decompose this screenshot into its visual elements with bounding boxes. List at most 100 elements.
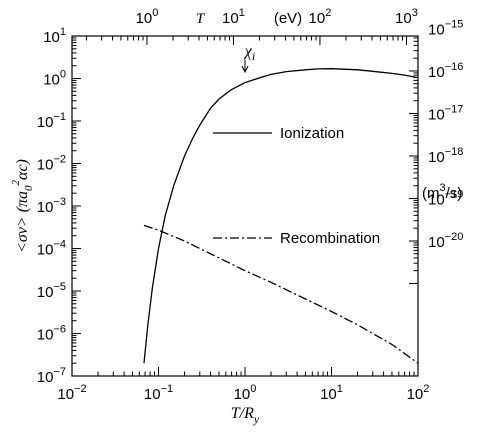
x-tick-label-exponent: −2	[74, 383, 87, 395]
right-tick-label-base: 10	[428, 106, 445, 123]
y-axis-label: <σv> (πa02αc)	[10, 159, 35, 253]
x-tick-label: 102	[407, 383, 430, 403]
top-tick-label-base: 10	[395, 10, 412, 27]
top-tick-label: 100	[136, 7, 159, 27]
series-line-recombination	[143, 224, 419, 364]
top-tick-label: 103	[395, 7, 418, 27]
top-axis-label: T	[196, 11, 206, 27]
right-tick-label-exponent: −16	[445, 61, 464, 73]
x-tick-label-exponent: 0	[250, 383, 256, 395]
x-tick-label-exponent: 1	[337, 383, 343, 395]
y-tick-label: 10−7	[37, 366, 66, 386]
y-tick-label-base: 10	[43, 29, 60, 46]
y-axis-label-tail: αc)	[14, 159, 31, 180]
x-axis-label-main: T/R	[231, 405, 254, 422]
y-tick-label-exponent: −2	[53, 154, 66, 166]
right-axis-unit-base: (m	[422, 185, 440, 202]
top-tick-label: 102	[309, 7, 332, 27]
y-axis-label-superscript: 2	[10, 179, 22, 185]
series-line-ionization	[143, 68, 419, 364]
x-axis-label: T/Ry	[231, 405, 260, 426]
right-tick-label: 10−19	[428, 188, 463, 208]
right-axis-unit-tail: /s)	[446, 185, 463, 202]
top-tick-label: 101	[222, 7, 245, 27]
right-tick-label-base: 10	[428, 149, 445, 166]
right-tick-label-base: 10	[428, 21, 445, 38]
y-tick-label-base: 10	[37, 327, 54, 344]
plot-frame	[71, 35, 419, 377]
ticks-group	[71, 36, 419, 377]
top-tick-label-exponent: 3	[412, 7, 418, 19]
right-tick-label-exponent: −18	[445, 146, 464, 158]
y-tick-label: 10−5	[37, 281, 66, 301]
top-tick-label-base: 10	[222, 10, 239, 27]
y-tick-label-exponent: 0	[60, 69, 66, 81]
y-tick-label-base: 10	[37, 157, 54, 174]
right-tick-label-base: 10	[428, 234, 445, 251]
right-axis-unit: (m3/s)	[422, 182, 462, 202]
top-tick-label-base: 10	[136, 10, 153, 27]
x-tick-label: 100	[234, 383, 257, 403]
right-tick-label-exponent: −19	[445, 188, 464, 200]
x-tick-label-base: 10	[57, 386, 74, 403]
top-axis-unit: (eV)	[274, 10, 302, 27]
y-tick-label-base: 10	[37, 114, 54, 131]
right-tick-label: 10−15	[428, 18, 463, 38]
x-axis-label-subscript: y	[253, 412, 260, 426]
y-tick-label-exponent: −3	[53, 196, 66, 208]
top-tick-label-exponent: 2	[325, 7, 331, 19]
y-tick-label: 10−4	[37, 239, 66, 259]
y-tick-label-exponent: 1	[60, 26, 66, 38]
x-tick-label: 101	[320, 383, 343, 403]
y-tick-label-exponent: −4	[53, 239, 66, 251]
y-tick-label: 10−3	[37, 196, 66, 216]
chi-i-annotation-subscript: i	[252, 49, 255, 63]
right-tick-label-base: 10	[428, 64, 445, 81]
top-tick-label-exponent: 1	[239, 7, 245, 19]
legend-label-recombination: Recombination	[280, 230, 380, 247]
y-axis-label-subscript: 0	[23, 185, 35, 191]
y-tick-label-exponent: −7	[53, 366, 66, 378]
y-tick-label: 100	[43, 69, 66, 89]
chi-i-annotation-main: χ	[243, 43, 253, 60]
top-tick-label-base: 10	[309, 10, 326, 27]
top-tick-label-exponent: 0	[152, 7, 158, 19]
y-tick-label: 10−6	[37, 324, 66, 344]
chi-i-arrow-head	[241, 65, 249, 74]
right-tick-label-base: 10	[428, 191, 445, 208]
plot-frame-group	[71, 35, 419, 377]
right-tick-label: 10−17	[428, 103, 463, 123]
right-tick-label-exponent: −20	[445, 231, 464, 243]
x-tick-label-base: 10	[320, 386, 337, 403]
y-tick-label-exponent: −5	[53, 281, 66, 293]
x-tick-label-exponent: 2	[423, 383, 429, 395]
right-tick-label: 10−16	[428, 61, 463, 81]
y-tick-label-base: 10	[37, 284, 54, 301]
y-tick-label-exponent: −6	[53, 324, 66, 336]
series-group	[143, 68, 419, 364]
x-tick-label: 10−2	[57, 383, 86, 403]
y-tick-label: 10−1	[37, 111, 66, 131]
y-tick-label-exponent: −1	[53, 111, 66, 123]
right-tick-label-exponent: −15	[445, 18, 464, 30]
right-tick-label: 10−18	[428, 146, 463, 166]
y-axis-label-main: <σv> (πa	[14, 191, 31, 253]
y-tick-label-base: 10	[43, 72, 60, 89]
x-tick-label-base: 10	[234, 386, 251, 403]
chi-i-annotation: χi	[243, 43, 255, 63]
y-tick-label: 10−2	[37, 154, 66, 174]
y-tick-label-base: 10	[37, 369, 54, 386]
right-tick-label: 10−20	[428, 231, 463, 251]
labels-group: 10−2 10−1 100 101 10210−710−610−510−410−310−…	[10, 7, 463, 426]
legend-label-ionization: Ionization	[280, 125, 344, 142]
y-tick-label-base: 10	[37, 199, 54, 216]
x-tick-label: 10−1	[144, 383, 173, 403]
x-tick-label-base: 10	[144, 386, 161, 403]
right-axis-unit-exponent: 3	[440, 182, 446, 194]
x-tick-label-exponent: −1	[161, 383, 174, 395]
y-tick-label-base: 10	[37, 242, 54, 259]
y-tick-label: 101	[43, 26, 66, 46]
right-tick-label-exponent: −17	[445, 103, 464, 115]
x-tick-label-base: 10	[407, 386, 424, 403]
